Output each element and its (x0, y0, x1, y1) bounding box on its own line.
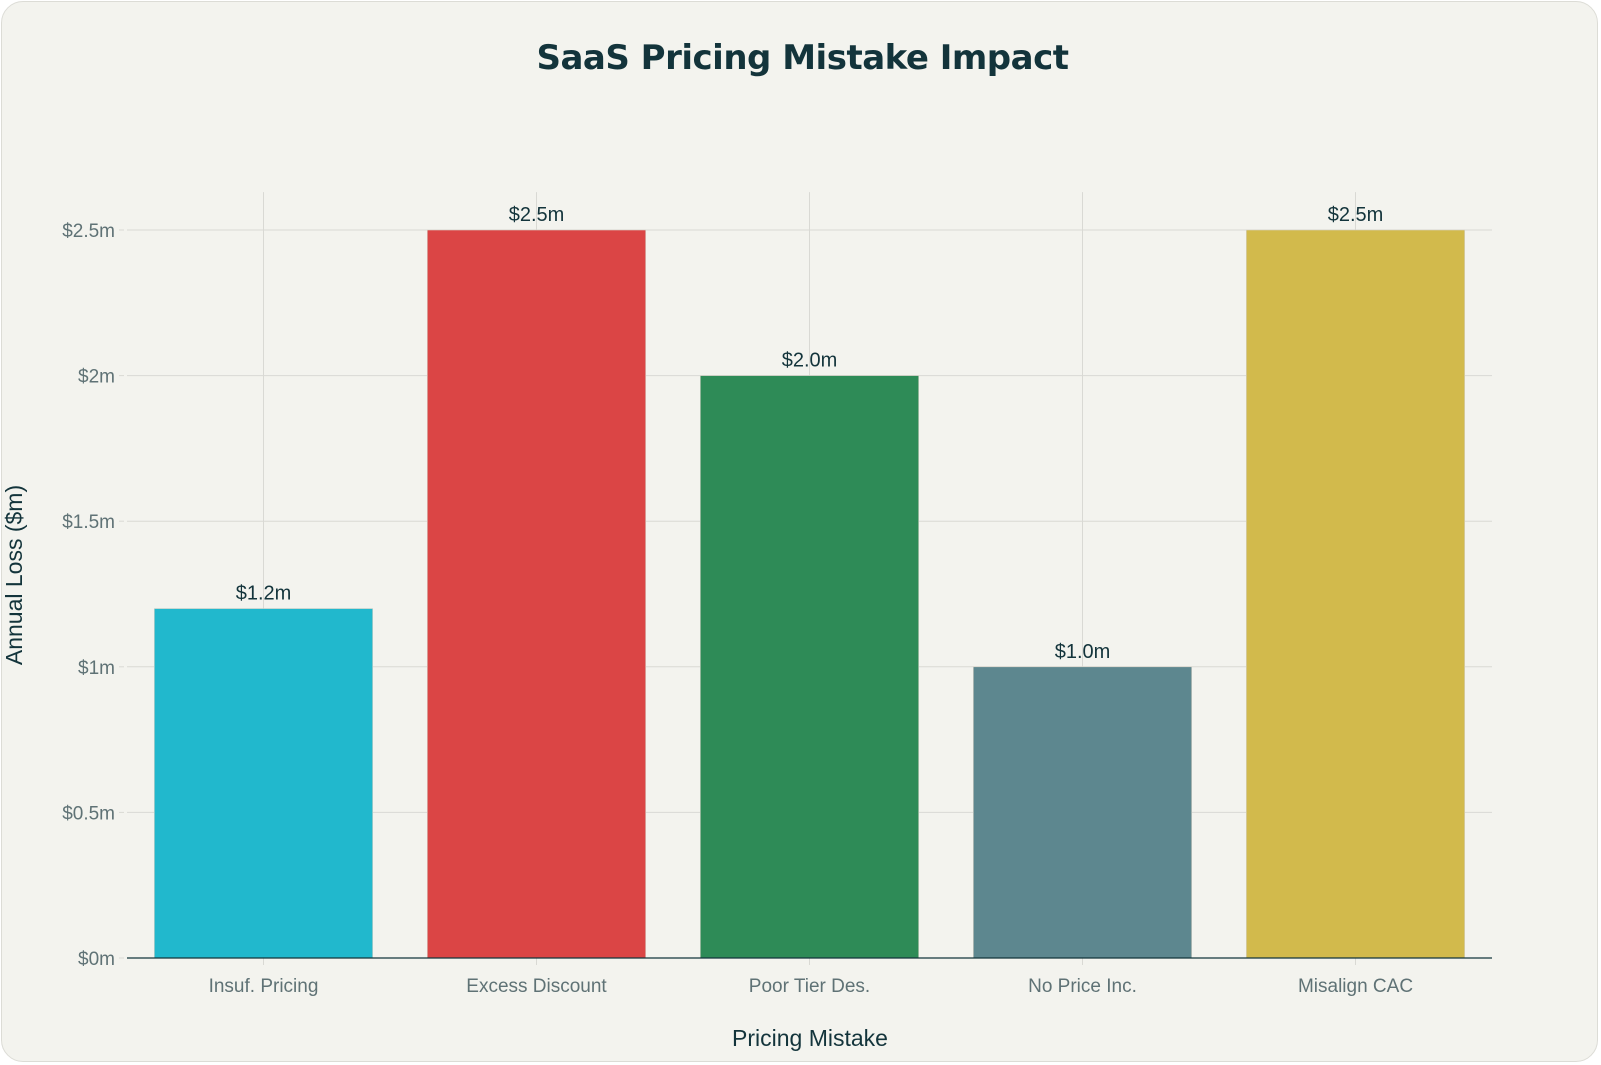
x-tick-label: Insuf. Pricing (209, 976, 319, 997)
y-axis-ticks: $0m $0.5m $1m $1.5m $2m $2.5m (62, 221, 124, 970)
data-label: $1.2m (236, 583, 292, 605)
y-tick-label: $1.5m (62, 512, 115, 533)
data-label: $2.5m (509, 204, 565, 226)
bars (154, 229, 1466, 959)
y-tick-label: $1m (78, 658, 115, 679)
x-axis-label: Pricing Mistake (732, 1025, 888, 1051)
chart-title: SaaS Pricing Mistake Impact (536, 38, 1069, 78)
x-tick-label: No Price Inc. (1028, 976, 1137, 997)
bar-no-price-inc (972, 666, 1192, 959)
y-tick-label: $2m (78, 367, 115, 388)
y-axis-label: Annual Loss ($m) (1, 485, 27, 665)
bar-excess-discount (426, 229, 646, 959)
bar-misalign-cac (1246, 229, 1466, 959)
data-label: $2.5m (1328, 204, 1384, 226)
bar-insuf-pricing (154, 608, 373, 959)
x-tick-label: Misalign CAC (1298, 976, 1413, 997)
y-tick-label: $0m (78, 949, 115, 970)
y-tick-label: $0.5m (62, 803, 115, 824)
bar-poor-tier-des (699, 375, 919, 959)
data-labels: $1.2m $2.5m $2.0m $1.0m $2.5m (236, 204, 1384, 663)
y-tick-label: $2.5m (62, 221, 115, 242)
data-label: $1.0m (1055, 641, 1111, 663)
x-axis-ticks: Insuf. Pricing Excess Discount Poor Tier D… (209, 958, 1413, 997)
x-tick-label: Poor Tier Des. (749, 976, 870, 997)
data-label: $2.0m (782, 350, 838, 372)
x-tick-label: Excess Discount (466, 976, 607, 997)
